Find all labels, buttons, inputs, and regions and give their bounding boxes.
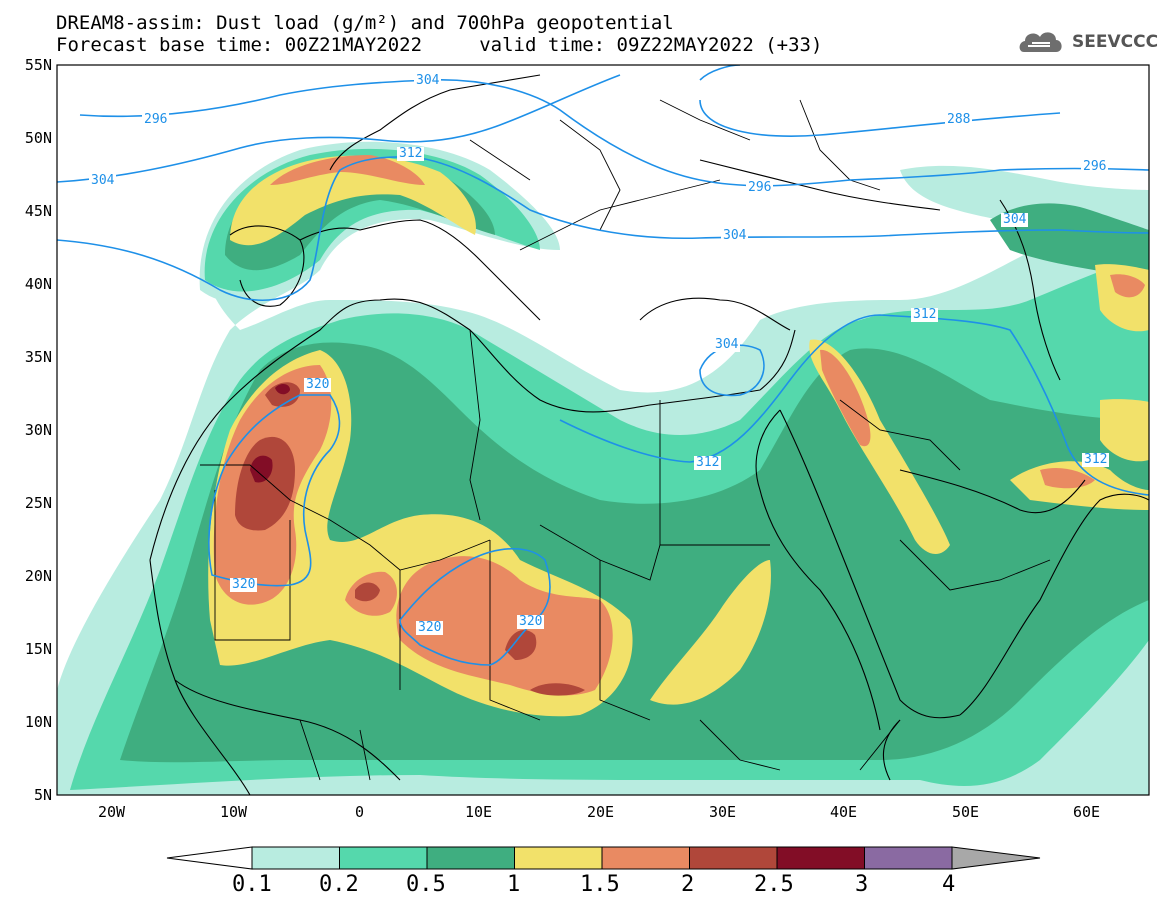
colorbar-label: 0.5 [406,872,446,897]
colorbar-label: 0.2 [319,872,359,897]
seevccc-logo-text: SEEVCCC [1072,32,1159,52]
colorbar-label: 0.1 [232,872,272,897]
colorbar-label: 2 [681,872,695,897]
contour-label: 312 [397,146,425,161]
colorbar-label: 3 [855,872,869,897]
lon-label: 40E [830,803,858,821]
lon-label: 60E [1073,803,1101,821]
contour-label: 320 [304,377,332,392]
colorbar-label: 2.5 [754,872,794,897]
contour-label: 320 [517,614,545,629]
geopotential-contours [57,65,1149,666]
map-title: DREAM8-assim: Dust load (g/m²) and 700hP… [56,12,674,34]
lat-label: 45N [24,202,52,220]
lat-label: 35N [24,348,52,366]
lon-label: 10W [220,803,248,821]
contour-label: 296 [746,180,774,195]
lat-label: 55N [24,56,52,74]
lat-label: 40N [24,275,52,293]
coastlines [149,74,1149,795]
contour-label: 304 [721,228,749,243]
dust-region-2.5 [250,455,273,483]
contour-label: 312 [694,455,722,470]
contour-label: 304 [414,73,442,88]
colorbar-label: 1.5 [580,872,620,897]
lat-label: 25N [24,494,52,512]
cloud-logo-icon [1019,32,1062,52]
lon-label: 10E [465,803,493,821]
lon-label: 30E [709,803,737,821]
lat-label: 50N [24,129,52,147]
lon-label: 50E [952,803,980,821]
lon-label: 20W [98,803,126,821]
contour-label: 304 [713,337,741,352]
lat-label: 20N [24,567,52,585]
dust-region-2 [235,436,295,531]
contour-label: 312 [911,307,939,322]
contour-label: 320 [230,577,258,592]
contour-label: 296 [1081,159,1109,174]
contour-label: 296 [142,112,170,127]
map-frame [56,64,1150,796]
forecast-time-line: Forecast base time: 00Z21MAY2022 valid t… [56,34,823,56]
contour-label: 288 [945,112,973,127]
colorbar-label: 1 [507,872,521,897]
contour-label: 312 [1082,452,1110,467]
contour-label: 304 [89,173,117,188]
lon-label: 0 [355,803,365,821]
colorbar-label: 4 [942,872,956,897]
contour-label: 320 [416,620,444,635]
lat-label: 15N [24,640,52,658]
lat-label: 30N [24,421,52,439]
lat-label: 5N [33,786,52,804]
lon-label: 20E [587,803,615,821]
contour-label: 304 [1001,212,1029,227]
borders [200,99,1051,781]
lat-label: 10N [24,713,52,731]
